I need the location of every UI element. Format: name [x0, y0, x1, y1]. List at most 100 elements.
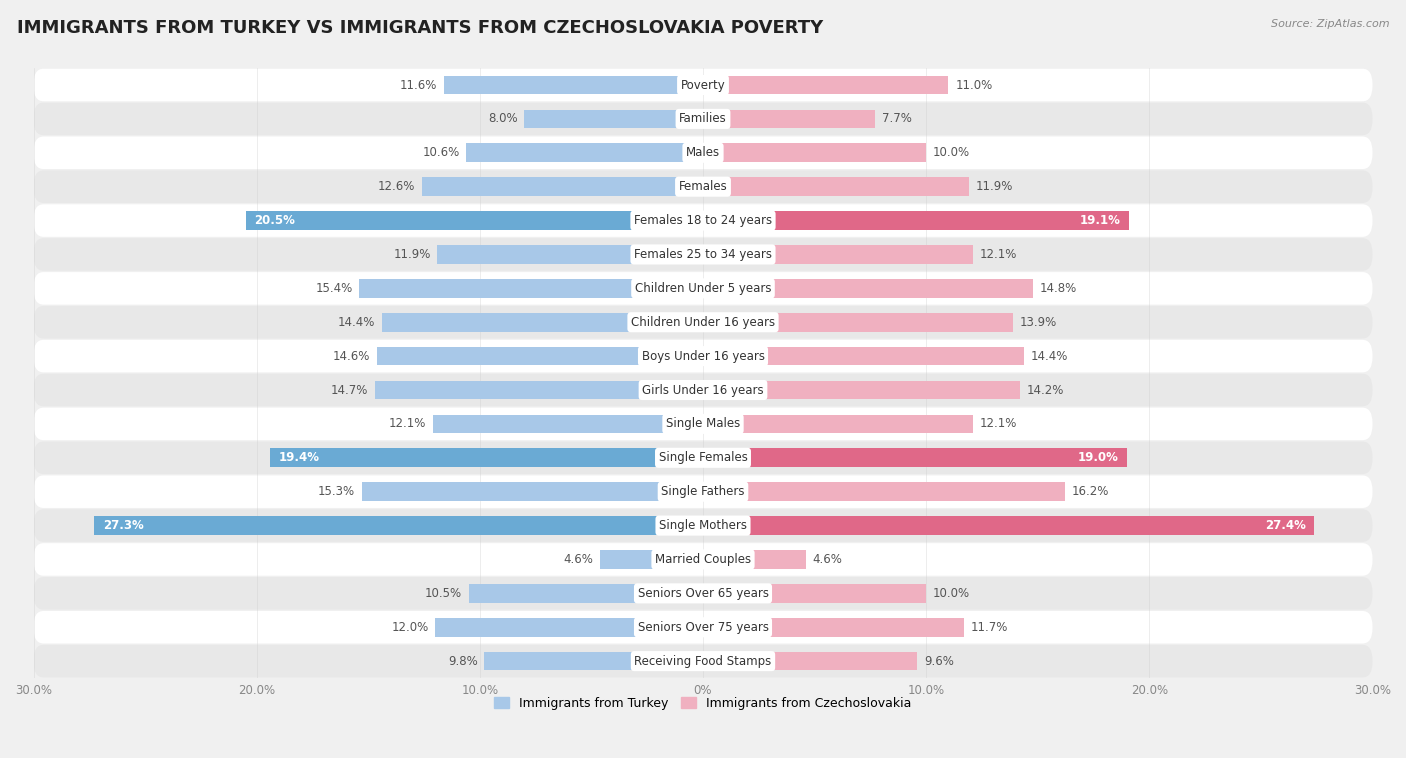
FancyBboxPatch shape — [34, 509, 1372, 542]
FancyBboxPatch shape — [34, 408, 1372, 440]
Bar — [703, 177, 969, 196]
Text: Females 18 to 24 years: Females 18 to 24 years — [634, 214, 772, 227]
Bar — [703, 516, 1315, 535]
Text: 9.6%: 9.6% — [924, 655, 953, 668]
Bar — [703, 211, 1129, 230]
Text: 14.4%: 14.4% — [1031, 349, 1069, 362]
Bar — [524, 110, 703, 128]
Bar — [381, 313, 703, 331]
Text: 19.1%: 19.1% — [1080, 214, 1121, 227]
Text: 15.4%: 15.4% — [315, 282, 353, 295]
Text: Girls Under 16 years: Girls Under 16 years — [643, 384, 763, 396]
FancyBboxPatch shape — [34, 171, 1372, 203]
Text: 12.0%: 12.0% — [391, 621, 429, 634]
Text: 12.6%: 12.6% — [378, 180, 415, 193]
Text: Families: Families — [679, 112, 727, 125]
Bar — [375, 381, 703, 399]
Text: Source: ZipAtlas.com: Source: ZipAtlas.com — [1271, 19, 1389, 29]
Text: Children Under 16 years: Children Under 16 years — [631, 316, 775, 329]
Text: 12.1%: 12.1% — [389, 418, 426, 431]
Text: 12.1%: 12.1% — [980, 418, 1017, 431]
Bar — [484, 652, 703, 670]
FancyBboxPatch shape — [34, 69, 1372, 102]
Text: 11.0%: 11.0% — [955, 79, 993, 92]
Bar — [433, 415, 703, 434]
Text: 14.6%: 14.6% — [333, 349, 371, 362]
Text: 7.7%: 7.7% — [882, 112, 911, 125]
Text: Single Mothers: Single Mothers — [659, 519, 747, 532]
Bar — [703, 347, 1025, 365]
Bar — [600, 550, 703, 568]
Text: 10.5%: 10.5% — [425, 587, 463, 600]
Text: IMMIGRANTS FROM TURKEY VS IMMIGRANTS FROM CZECHOSLOVAKIA POVERTY: IMMIGRANTS FROM TURKEY VS IMMIGRANTS FRO… — [17, 19, 823, 37]
Bar — [703, 381, 1019, 399]
Bar — [436, 618, 703, 637]
Text: 10.0%: 10.0% — [932, 146, 970, 159]
Text: 10.0%: 10.0% — [932, 587, 970, 600]
FancyBboxPatch shape — [34, 543, 1372, 576]
Bar — [270, 449, 703, 467]
Text: 8.0%: 8.0% — [488, 112, 517, 125]
Bar — [703, 584, 927, 603]
Text: 14.7%: 14.7% — [330, 384, 368, 396]
Text: Females: Females — [679, 180, 727, 193]
Text: 10.6%: 10.6% — [422, 146, 460, 159]
Bar — [703, 143, 927, 162]
Legend: Immigrants from Turkey, Immigrants from Czechoslovakia: Immigrants from Turkey, Immigrants from … — [489, 691, 917, 715]
Bar — [361, 482, 703, 501]
Text: 27.4%: 27.4% — [1264, 519, 1306, 532]
Text: 14.4%: 14.4% — [337, 316, 375, 329]
Text: 19.4%: 19.4% — [278, 451, 321, 465]
FancyBboxPatch shape — [34, 475, 1372, 508]
Text: 4.6%: 4.6% — [564, 553, 593, 566]
Text: 16.2%: 16.2% — [1071, 485, 1108, 498]
Bar — [246, 211, 703, 230]
Text: Receiving Food Stamps: Receiving Food Stamps — [634, 655, 772, 668]
Bar — [703, 313, 1014, 331]
Bar — [703, 245, 973, 264]
FancyBboxPatch shape — [34, 306, 1372, 339]
Text: 13.9%: 13.9% — [1019, 316, 1057, 329]
Bar — [703, 482, 1064, 501]
Bar — [703, 550, 806, 568]
FancyBboxPatch shape — [34, 645, 1372, 678]
FancyBboxPatch shape — [34, 374, 1372, 406]
Bar — [94, 516, 703, 535]
Bar — [703, 449, 1128, 467]
Text: 9.8%: 9.8% — [449, 655, 478, 668]
Bar — [468, 584, 703, 603]
Text: Poverty: Poverty — [681, 79, 725, 92]
FancyBboxPatch shape — [34, 611, 1372, 644]
Text: Married Couples: Married Couples — [655, 553, 751, 566]
FancyBboxPatch shape — [34, 102, 1372, 135]
Text: 12.1%: 12.1% — [980, 248, 1017, 261]
Bar — [703, 618, 965, 637]
Text: 11.9%: 11.9% — [394, 248, 430, 261]
Bar — [467, 143, 703, 162]
Text: Boys Under 16 years: Boys Under 16 years — [641, 349, 765, 362]
FancyBboxPatch shape — [34, 272, 1372, 305]
Text: Single Fathers: Single Fathers — [661, 485, 745, 498]
Text: 4.6%: 4.6% — [813, 553, 842, 566]
Bar — [444, 76, 703, 94]
Text: 14.2%: 14.2% — [1026, 384, 1064, 396]
Bar — [422, 177, 703, 196]
Text: 27.3%: 27.3% — [103, 519, 143, 532]
Text: 11.6%: 11.6% — [401, 79, 437, 92]
Text: Seniors Over 75 years: Seniors Over 75 years — [637, 621, 769, 634]
Text: 14.8%: 14.8% — [1040, 282, 1077, 295]
Bar — [703, 76, 949, 94]
Text: Males: Males — [686, 146, 720, 159]
Text: Females 25 to 34 years: Females 25 to 34 years — [634, 248, 772, 261]
FancyBboxPatch shape — [34, 577, 1372, 609]
Bar — [703, 110, 875, 128]
Bar — [703, 415, 973, 434]
Text: 19.0%: 19.0% — [1077, 451, 1118, 465]
Text: Single Females: Single Females — [658, 451, 748, 465]
Text: 15.3%: 15.3% — [318, 485, 354, 498]
FancyBboxPatch shape — [34, 340, 1372, 372]
Text: 11.7%: 11.7% — [970, 621, 1008, 634]
FancyBboxPatch shape — [34, 238, 1372, 271]
Bar — [377, 347, 703, 365]
FancyBboxPatch shape — [34, 441, 1372, 474]
